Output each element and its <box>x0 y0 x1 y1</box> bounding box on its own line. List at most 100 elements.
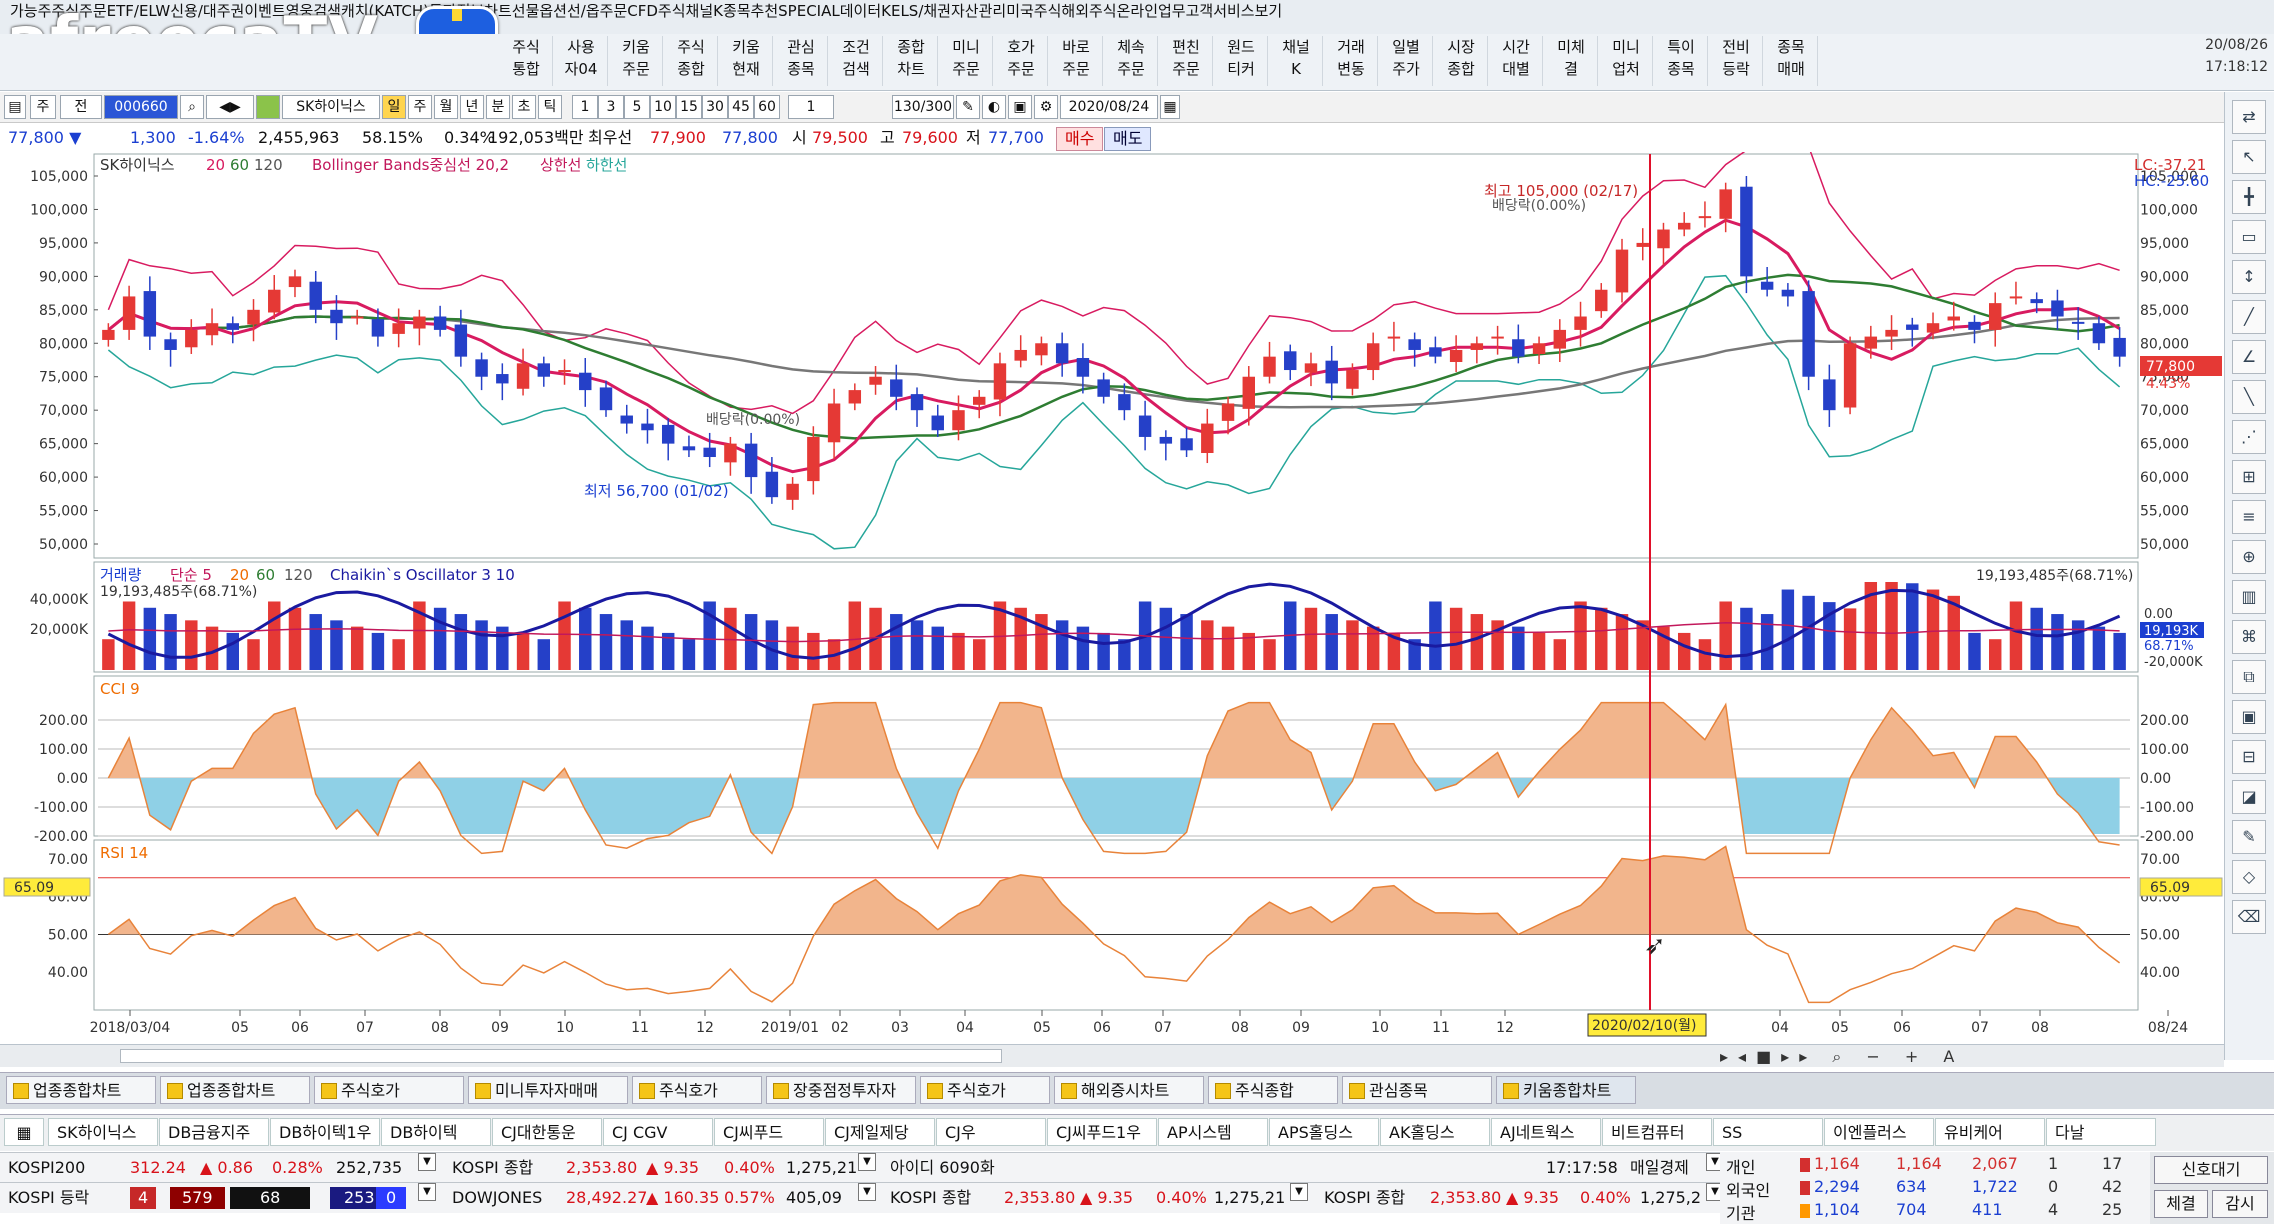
interval-button-1[interactable]: 3 <box>598 95 624 119</box>
stock-tab-16[interactable]: 이엔플러스 <box>1824 1118 1934 1146</box>
period-button-2[interactable]: 월 <box>434 95 458 119</box>
window-tab-7[interactable]: 해외증시차트 <box>1054 1076 1204 1104</box>
menu-item-20[interactable]: 자산관리 <box>950 2 1007 20</box>
toolbar-button-20[interactable]: 미니 업처 <box>1600 36 1653 86</box>
scroll-track[interactable] <box>120 1049 1002 1063</box>
window-tab-8[interactable]: 주식종합 <box>1208 1076 1338 1104</box>
window-tab-2[interactable]: 주식호가 <box>314 1076 464 1104</box>
menu-item-14[interactable]: CFD주식 <box>627 2 686 20</box>
window-tab-5[interactable]: 장중점정투자자 <box>766 1076 916 1104</box>
drawing-tool-13-icon[interactable]: ⌘ <box>2232 620 2266 654</box>
stock-tab-1[interactable]: DB금융지주 <box>159 1118 269 1146</box>
tool-icon[interactable]: ✎ <box>956 95 980 119</box>
calendar-icon[interactable]: ▦ <box>1160 95 1180 119</box>
menu-item-22[interactable]: 해외주식 <box>1061 2 1117 20</box>
menu-item-25[interactable]: 보기 <box>1254 2 1283 20</box>
period-button-3[interactable]: 년 <box>460 95 484 119</box>
color-icon[interactable] <box>256 95 280 119</box>
window-tab-9[interactable]: 관심종목 <box>1342 1076 1492 1104</box>
drawing-tool-7-icon[interactable]: ╲ <box>2232 380 2266 414</box>
interval-button-4[interactable]: 15 <box>676 95 702 119</box>
date-input[interactable]: 2020/08/24 <box>1060 95 1158 119</box>
interval-button-6[interactable]: 45 <box>728 95 754 119</box>
stock-tab-15[interactable]: SS <box>1713 1118 1823 1146</box>
drawing-tool-17-icon[interactable]: ◪ <box>2232 780 2266 814</box>
menu-item-21[interactable]: 미국주식 <box>1006 2 1062 20</box>
watch-button[interactable]: 감시 <box>2212 1190 2268 1218</box>
menu-item-2[interactable]: 주식주문 <box>51 2 107 20</box>
toolbar-button-14[interactable]: 채널 K <box>1270 36 1323 86</box>
window-tab-1[interactable]: 업종종합차트 <box>160 1076 310 1104</box>
period-button-1[interactable]: 주 <box>408 95 432 119</box>
stock-tab-11[interactable]: APS홀딩스 <box>1269 1118 1379 1146</box>
window-tab-3[interactable]: 미니투자자매매 <box>468 1076 628 1104</box>
toolbar-button-21[interactable]: 특이 종목 <box>1655 36 1708 86</box>
toolbar-button-8[interactable]: 미니 주문 <box>940 36 993 86</box>
interval-button-0[interactable]: 1 <box>572 95 598 119</box>
menu-item-17[interactable]: SPECIAL <box>778 2 840 20</box>
drawing-tool-11-icon[interactable]: ⊕ <box>2232 540 2266 574</box>
toolbar-button-4[interactable]: 키움 현재 <box>720 36 773 86</box>
stock-tab-10[interactable]: AP시스템 <box>1158 1118 1268 1146</box>
menu-item-23[interactable]: 온라인업무 <box>1116 2 1186 20</box>
menu-item-16[interactable]: 종목추천 <box>722 2 779 20</box>
interval-button-7[interactable]: 60 <box>754 95 780 119</box>
toolbar-button-12[interactable]: 편친 주문 <box>1160 36 1213 86</box>
interval-button-2[interactable]: 5 <box>624 95 650 119</box>
toolbar-button-1[interactable]: 사용 자04 <box>555 36 608 86</box>
menu-item-7[interactable]: 이벤트 <box>244 2 286 20</box>
drawing-tool-5-icon[interactable]: ╱ <box>2232 300 2266 334</box>
stock-tab-4[interactable]: CJ대한통운 <box>492 1118 602 1146</box>
chart-canvas[interactable]: 105,000 105,000 100,000 100,000 95,000 95,000… <box>0 142 2224 1044</box>
range-field[interactable]: 130/300 <box>892 95 954 119</box>
stock-tab-18[interactable]: 다날 <box>2046 1118 2156 1146</box>
menu-item-24[interactable]: 고객서비스 <box>1185 2 1255 20</box>
check-button[interactable]: 체결 <box>2154 1190 2208 1218</box>
drawing-tool-1-icon[interactable]: ↖ <box>2232 140 2266 174</box>
menu-item-1[interactable]: 주 <box>37 2 52 20</box>
grid-icon[interactable]: ▦ <box>4 1118 44 1146</box>
chart-scrollbar[interactable]: ▸◂■▸▸ ⌕ − + A <box>0 1044 2224 1067</box>
menu-item-15[interactable]: 채널K <box>685 2 723 20</box>
stock-tab-14[interactable]: 비트컴퓨터 <box>1602 1118 1712 1146</box>
settings-icon[interactable]: ⚙ <box>1034 95 1058 119</box>
drawing-tool-15-icon[interactable]: ▣ <box>2232 700 2266 734</box>
menu-item-6[interactable]: 권 <box>230 2 245 20</box>
scroll-controls[interactable]: ▸◂■▸▸ ⌕ − + A <box>1720 1047 1965 1066</box>
menu-item-8[interactable]: 영웅검색 <box>285 2 341 20</box>
menu-item-5[interactable]: 주 <box>216 2 231 20</box>
drawing-tool-16-icon[interactable]: ⊟ <box>2232 740 2266 774</box>
menu-item-3[interactable]: ETF/ELW <box>106 2 171 20</box>
toolbar-button-2[interactable]: 키움 주문 <box>610 36 663 86</box>
toolbar-button-0[interactable]: 주식 통합 <box>500 36 553 86</box>
prev-next-icon[interactable]: ◀▶ <box>206 95 254 119</box>
stock-chart[interactable]: 105,000 105,000 100,000 100,000 95,000 95,000… <box>0 142 2274 1060</box>
window-tab-6[interactable]: 주식호가 <box>920 1076 1050 1104</box>
save-icon[interactable]: ▣ <box>1008 95 1032 119</box>
toolbar-button-7[interactable]: 종합 차트 <box>885 36 938 86</box>
stock-tab-17[interactable]: 유비케어 <box>1935 1118 2045 1146</box>
toolbar-button-10[interactable]: 바로 주문 <box>1050 36 1103 86</box>
stock-tab-9[interactable]: CJ씨푸드1우 <box>1047 1118 1157 1146</box>
period-button-5[interactable]: 초 <box>512 95 536 119</box>
search-icon[interactable]: ⌕ <box>180 95 204 119</box>
stock-tab-3[interactable]: DB하이텍 <box>381 1118 491 1146</box>
toolbar-button-6[interactable]: 조건 검색 <box>830 36 883 86</box>
toolbar-button-23[interactable]: 종목 매매 <box>1765 36 1818 86</box>
period-button-6[interactable]: 틱 <box>538 95 562 119</box>
count-input[interactable]: 1 <box>788 95 834 119</box>
toolbar-button-3[interactable]: 주식 종합 <box>665 36 718 86</box>
menu-item-4[interactable]: 신용/대 <box>170 2 217 20</box>
toolbar-button-9[interactable]: 호가 주문 <box>995 36 1048 86</box>
menu-item-18[interactable]: 데이터K <box>839 2 891 20</box>
drawing-tool-6-icon[interactable]: ∠ <box>2232 340 2266 374</box>
period-button-4[interactable]: 분 <box>486 95 510 119</box>
drawing-tool-14-icon[interactable]: ⧉ <box>2232 660 2266 694</box>
type-select[interactable]: 전 <box>60 95 102 119</box>
chart-menu-button[interactable]: ▤ <box>4 95 26 119</box>
menu-item-9[interactable]: 캐치(KATCH) <box>340 2 429 20</box>
period-select[interactable]: 주 <box>30 95 56 119</box>
drawing-tool-9-icon[interactable]: ⊞ <box>2232 460 2266 494</box>
toolbar-button-5[interactable]: 관심 종목 <box>775 36 828 86</box>
drawing-tool-4-icon[interactable]: ↕ <box>2232 260 2266 294</box>
